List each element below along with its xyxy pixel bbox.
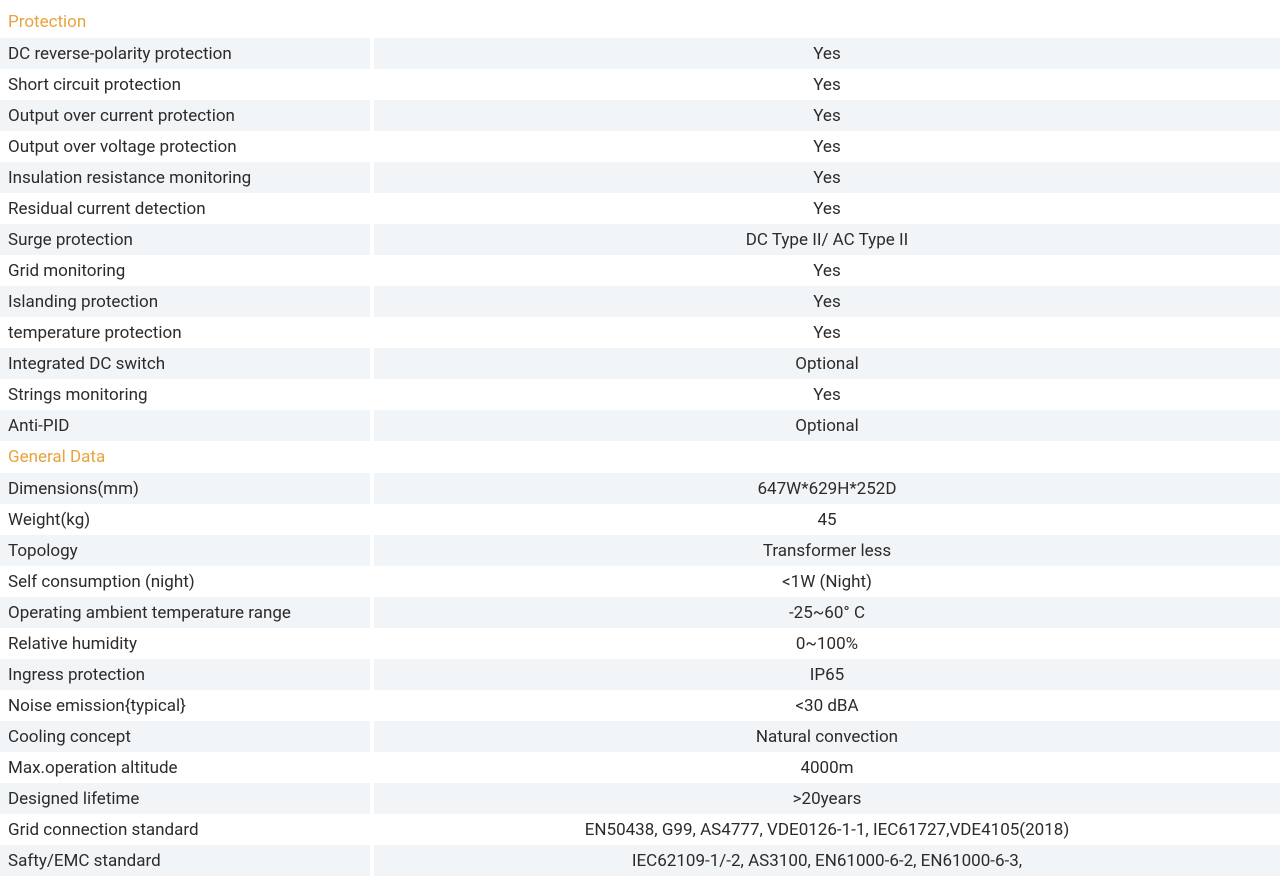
spec-row: Residual current detectionYes bbox=[0, 193, 1280, 224]
section-header: Protection bbox=[0, 6, 1280, 38]
spec-row: Cooling conceptNatural convection bbox=[0, 721, 1280, 752]
spec-value: Yes bbox=[374, 69, 1280, 100]
spec-row: Safty/EMC standardIEC62109-1/-2, AS3100,… bbox=[0, 845, 1280, 876]
spec-label: Integrated DC switch bbox=[0, 348, 370, 379]
spec-label: Grid monitoring bbox=[0, 255, 370, 286]
spec-value: Yes bbox=[374, 38, 1280, 69]
spec-table: ProtectionDC reverse-polarity protection… bbox=[0, 6, 1280, 876]
spec-value: >20years bbox=[374, 783, 1280, 814]
spec-row: Relative humidity0~100% bbox=[0, 628, 1280, 659]
spec-label: Designed lifetime bbox=[0, 783, 370, 814]
spec-value: Transformer less bbox=[374, 535, 1280, 566]
spec-row: Short circuit protectionYes bbox=[0, 69, 1280, 100]
spec-label: Short circuit protection bbox=[0, 69, 370, 100]
spec-label: DC reverse-polarity protection bbox=[0, 38, 370, 69]
spec-row: Ingress protectionIP65 bbox=[0, 659, 1280, 690]
spec-value: Optional bbox=[374, 348, 1280, 379]
spec-row: Insulation resistance monitoringYes bbox=[0, 162, 1280, 193]
spec-row: temperature protectionYes bbox=[0, 317, 1280, 348]
spec-row: Anti-PIDOptional bbox=[0, 410, 1280, 441]
spec-row: Strings monitoringYes bbox=[0, 379, 1280, 410]
spec-label: Relative humidity bbox=[0, 628, 370, 659]
spec-value: Optional bbox=[374, 410, 1280, 441]
spec-value: Yes bbox=[374, 286, 1280, 317]
spec-label: temperature protection bbox=[0, 317, 370, 348]
spec-row: Max.operation altitude4000m bbox=[0, 752, 1280, 783]
spec-value: EN50438, G99, AS4777, VDE0126-1-1, IEC61… bbox=[374, 814, 1280, 845]
spec-value: -25~60° C bbox=[374, 597, 1280, 628]
spec-label: Noise emission{typical} bbox=[0, 690, 370, 721]
spec-row: Operating ambient temperature range-25~6… bbox=[0, 597, 1280, 628]
spec-label: Dimensions(mm) bbox=[0, 473, 370, 504]
spec-row: Grid connection standardEN50438, G99, AS… bbox=[0, 814, 1280, 845]
spec-value: 45 bbox=[374, 504, 1280, 535]
spec-row: Integrated DC switchOptional bbox=[0, 348, 1280, 379]
spec-value: Yes bbox=[374, 100, 1280, 131]
spec-value: Yes bbox=[374, 317, 1280, 348]
spec-label: Islanding protection bbox=[0, 286, 370, 317]
spec-label: Max.operation altitude bbox=[0, 752, 370, 783]
spec-label: Grid connection standard bbox=[0, 814, 370, 845]
spec-label: Surge protection bbox=[0, 224, 370, 255]
spec-value: <1W (Night) bbox=[374, 566, 1280, 597]
spec-label: Residual current detection bbox=[0, 193, 370, 224]
spec-label: Output over voltage protection bbox=[0, 131, 370, 162]
spec-row: Self consumption (night)<1W (Night) bbox=[0, 566, 1280, 597]
spec-row: Weight(kg)45 bbox=[0, 504, 1280, 535]
spec-row: TopologyTransformer less bbox=[0, 535, 1280, 566]
spec-value: 0~100% bbox=[374, 628, 1280, 659]
spec-label: Weight(kg) bbox=[0, 504, 370, 535]
spec-row: Designed lifetime>20years bbox=[0, 783, 1280, 814]
spec-value: DC Type II/ AC Type II bbox=[374, 224, 1280, 255]
spec-value: 4000m bbox=[374, 752, 1280, 783]
spec-row: Grid monitoringYes bbox=[0, 255, 1280, 286]
spec-label: Operating ambient temperature range bbox=[0, 597, 370, 628]
spec-label: Output over current protection bbox=[0, 100, 370, 131]
spec-row: Output over current protectionYes bbox=[0, 100, 1280, 131]
spec-value: IP65 bbox=[374, 659, 1280, 690]
spec-label: Anti-PID bbox=[0, 410, 370, 441]
spec-label: Topology bbox=[0, 535, 370, 566]
spec-value: IEC62109-1/-2, AS3100, EN61000-6-2, EN61… bbox=[374, 845, 1280, 876]
spec-value: <30 dBA bbox=[374, 690, 1280, 721]
spec-row: Surge protectionDC Type II/ AC Type II bbox=[0, 224, 1280, 255]
spec-value: Natural convection bbox=[374, 721, 1280, 752]
spec-value: Yes bbox=[374, 379, 1280, 410]
spec-value: Yes bbox=[374, 162, 1280, 193]
spec-label: Ingress protection bbox=[0, 659, 370, 690]
spec-value: Yes bbox=[374, 131, 1280, 162]
spec-label: Cooling concept bbox=[0, 721, 370, 752]
spec-value: Yes bbox=[374, 255, 1280, 286]
spec-label: Insulation resistance monitoring bbox=[0, 162, 370, 193]
spec-label: Self consumption (night) bbox=[0, 566, 370, 597]
spec-row: Islanding protectionYes bbox=[0, 286, 1280, 317]
section-header: General Data bbox=[0, 441, 1280, 473]
spec-row: Noise emission{typical}<30 dBA bbox=[0, 690, 1280, 721]
spec-value: 647W*629H*252D bbox=[374, 473, 1280, 504]
spec-label: Strings monitoring bbox=[0, 379, 370, 410]
spec-value: Yes bbox=[374, 193, 1280, 224]
spec-row: Dimensions(mm)647W*629H*252D bbox=[0, 473, 1280, 504]
spec-row: Output over voltage protectionYes bbox=[0, 131, 1280, 162]
spec-row: DC reverse-polarity protectionYes bbox=[0, 38, 1280, 69]
spec-label: Safty/EMC standard bbox=[0, 845, 370, 876]
